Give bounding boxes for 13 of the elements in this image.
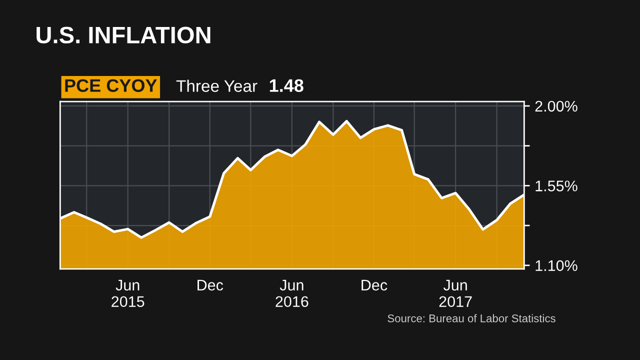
chart-title: U.S. INFLATION xyxy=(36,26,210,44)
x-tick-label: Jun 2015 xyxy=(112,280,144,308)
x-tick-label: Dec xyxy=(362,280,388,291)
y-tick-label: 2.00% xyxy=(535,100,578,112)
text: PCE CYOY xyxy=(65,79,158,92)
source-note: Source: Bureau of Labor Statistics xyxy=(388,314,556,322)
y-tick-label: 1.55% xyxy=(536,180,578,192)
x-tick-label: Dec xyxy=(198,280,224,291)
x-tick-label: Jun 2017 xyxy=(439,280,472,308)
text: 1.48 xyxy=(270,79,304,92)
x-tick-label: Jun 2016 xyxy=(276,280,308,308)
text: Three Year xyxy=(176,80,258,92)
y-tick-label: 1.10% xyxy=(536,260,578,272)
